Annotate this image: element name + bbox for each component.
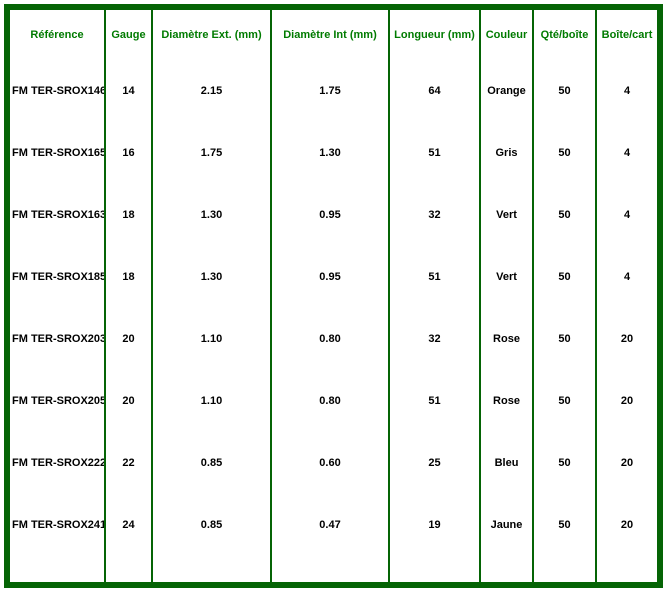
- column-header-2: Gauge: [104, 10, 152, 60]
- table-cell: 32: [388, 308, 480, 370]
- table-cell: 0.85: [151, 494, 271, 556]
- table-cell: 64: [388, 60, 480, 122]
- table-row: FM TER-SROX2051 20 1.10 0.80 51 Rose 50 20: [10, 370, 657, 432]
- reference-cell: FM TER-SROX1632: [12, 209, 105, 221]
- table-cell: 50: [532, 246, 596, 308]
- table-body: FM TER-SROX1464 14 2.15 1.75 64 Orange 50 4 FM T…: [10, 60, 657, 582]
- table-cell: 50: [532, 60, 596, 122]
- table-cell: 1.75: [151, 122, 271, 184]
- table-cell: 1.75: [270, 60, 389, 122]
- table-cell: Vert: [479, 246, 533, 308]
- empty-cell: [532, 556, 596, 582]
- table-row: FM TER-SROX1851 18 1.30 0.95 51 Vert 50 4: [10, 246, 657, 308]
- table-cell: 14: [104, 60, 152, 122]
- empty-cell: [270, 556, 389, 582]
- table-cell: Gris: [479, 122, 533, 184]
- table-cell: 51: [388, 246, 480, 308]
- empty-cell: [595, 556, 657, 582]
- empty-cell: [479, 556, 533, 582]
- table-row: FM TER-SROX1651 16 1.75 1.30 51 Gris 50 4: [10, 122, 657, 184]
- column-header-6: Couleur: [479, 10, 533, 60]
- table-row: FM TER-SROX2032 20 1.10 0.80 32 Rose 50 20: [10, 308, 657, 370]
- table-cell: Orange: [479, 60, 533, 122]
- header-row: Référence Gauge Diamètre Ext. (mm) Diamètre…: [10, 10, 657, 60]
- column-header-8: Boîte/cart: [595, 10, 657, 60]
- reference-cell: FM TER-SROX2051: [12, 395, 105, 407]
- table-cell: 20: [595, 370, 657, 432]
- product-spec-table-frame: Référence Gauge Diamètre Ext. (mm) Diamètre…: [4, 4, 663, 588]
- table-cell: 20: [104, 370, 152, 432]
- table-cell: 0.95: [270, 184, 389, 246]
- table-cell: 4: [595, 122, 657, 184]
- table-cell: 18: [104, 184, 152, 246]
- table-row: FM TER-SROX2419 24 0.85 0.47 19 Jaune 50 20: [10, 494, 657, 556]
- table-cell: 0.80: [270, 308, 389, 370]
- empty-cell: [388, 556, 480, 582]
- table-row: FM TER-SROX1464 14 2.15 1.75 64 Orange 50 4: [10, 60, 657, 122]
- table-cell: 0.95: [270, 246, 389, 308]
- reference-cell: FM TER-SROX2225: [12, 457, 105, 469]
- reference-cell: FM TER-SROX1851: [12, 271, 105, 283]
- table-cell: 1.10: [151, 308, 271, 370]
- table-cell: 1.30: [151, 246, 271, 308]
- column-header-1: Référence: [30, 29, 84, 41]
- table-cell: 4: [595, 246, 657, 308]
- table-cell: 22: [104, 432, 152, 494]
- table-cell: Rose: [479, 308, 533, 370]
- table-header: Référence Gauge Diamètre Ext. (mm) Diamètre…: [10, 10, 657, 60]
- table-cell: 18: [104, 246, 152, 308]
- reference-cell: FM TER-SROX1651: [12, 147, 105, 159]
- table-cell: Vert: [479, 184, 533, 246]
- table-cell: 20: [595, 494, 657, 556]
- table-cell: 50: [532, 308, 596, 370]
- table-cell: 20: [595, 432, 657, 494]
- table-cell: 4: [595, 184, 657, 246]
- table-cell: 51: [388, 122, 480, 184]
- column-header-7: Qté/boîte: [532, 10, 596, 60]
- table-cell: 24: [104, 494, 152, 556]
- table-cell: 0.85: [151, 432, 271, 494]
- table-cell: 50: [532, 494, 596, 556]
- table-cell: 50: [532, 432, 596, 494]
- empty-cell: [104, 556, 152, 582]
- table-cell: 50: [532, 184, 596, 246]
- table-cell: 50: [532, 370, 596, 432]
- table-row: FM TER-SROX2225 22 0.85 0.60 25 Bleu 50 20: [10, 432, 657, 494]
- table-cell: 20: [104, 308, 152, 370]
- table-cell: 0.80: [270, 370, 389, 432]
- column-header-3: Diamètre Ext. (mm): [151, 10, 271, 60]
- table-cell: 25: [388, 432, 480, 494]
- empty-cell: [10, 556, 105, 582]
- table-cell: 50: [532, 122, 596, 184]
- column-header-4: Diamètre Int (mm): [270, 10, 389, 60]
- reference-cell: FM TER-SROX2032: [12, 333, 105, 345]
- table-cell: Jaune: [479, 494, 533, 556]
- reference-cell: FM TER-SROX1464: [12, 85, 105, 97]
- table-cell: 2.15: [151, 60, 271, 122]
- table-cell: 16: [104, 122, 152, 184]
- table-cell: 1.30: [151, 184, 271, 246]
- reference-cell: FM TER-SROX2419: [12, 519, 105, 531]
- table-cell: Rose: [479, 370, 533, 432]
- table-cell: 0.60: [270, 432, 389, 494]
- spacer-row: [10, 556, 657, 582]
- empty-cell: [151, 556, 271, 582]
- table-cell: 0.47: [270, 494, 389, 556]
- table-cell: 51: [388, 370, 480, 432]
- table-cell: 1.30: [270, 122, 389, 184]
- table-cell: Bleu: [479, 432, 533, 494]
- table-cell: 1.10: [151, 370, 271, 432]
- product-spec-table: Référence Gauge Diamètre Ext. (mm) Diamètre…: [10, 10, 657, 582]
- table-cell: 20: [595, 308, 657, 370]
- column-header-5: Longueur (mm): [388, 10, 480, 60]
- table-row: FM TER-SROX1632 18 1.30 0.95 32 Vert 50 4: [10, 184, 657, 246]
- table-cell: 19: [388, 494, 480, 556]
- table-cell: 4: [595, 60, 657, 122]
- table-cell: 32: [388, 184, 480, 246]
